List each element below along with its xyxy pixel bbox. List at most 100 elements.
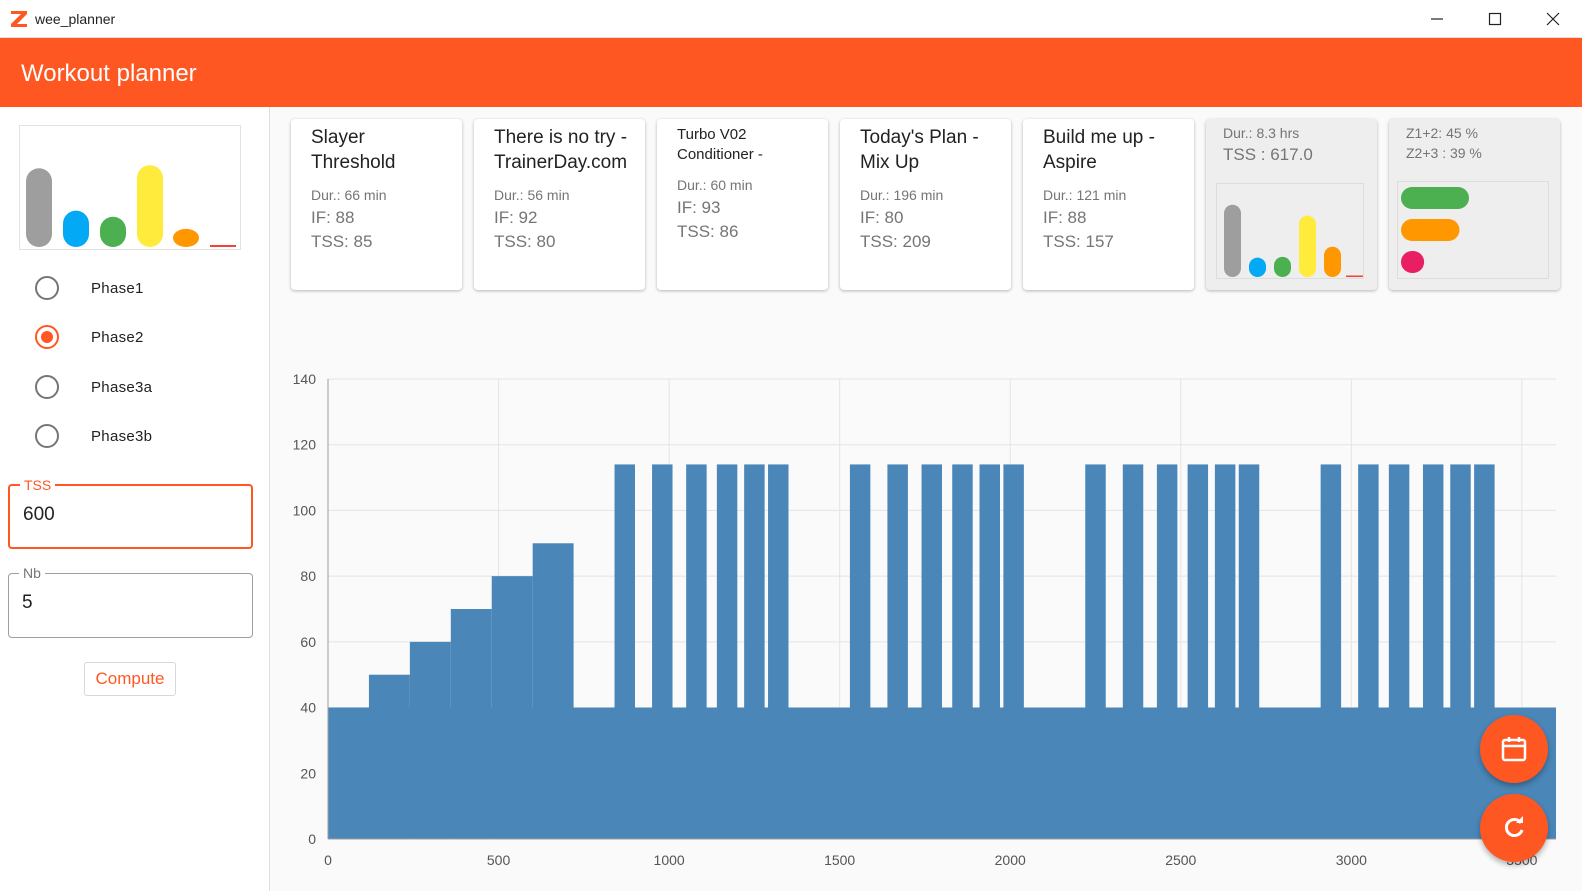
workout-duration: Dur.: 121 min — [1043, 187, 1127, 203]
zone-distribution-svg — [26, 165, 236, 247]
chart-interval-bar — [1388, 464, 1410, 839]
chart-step-bar — [532, 543, 574, 839]
main-content: Slayer Threshold Dur.: 66 min IF: 88 TSS… — [270, 107, 1582, 891]
phase-radio-phase1[interactable]: Phase1 — [33, 274, 233, 302]
chart-interval-bar — [952, 464, 973, 839]
x-tick-label: 1500 — [824, 852, 855, 868]
y-tick-label: 60 — [300, 634, 316, 650]
page-title: Workout planner — [21, 60, 197, 87]
maximize-icon — [1488, 12, 1502, 26]
tss-input[interactable] — [23, 504, 223, 526]
radio-circle[interactable] — [35, 424, 59, 448]
zone-bar — [1346, 275, 1363, 277]
chart-step-bar — [491, 576, 533, 839]
zone-bar — [63, 210, 89, 247]
summary-zone-chart — [1216, 183, 1364, 279]
chart-interval-bar — [768, 464, 789, 839]
maximize-button[interactable] — [1466, 0, 1524, 38]
workout-title: Build me up - Aspire — [1043, 127, 1155, 173]
zone-bar — [1274, 256, 1291, 277]
workout-tss: TSS: 80 — [494, 232, 556, 251]
workout-tss: TSS: 85 — [311, 232, 373, 251]
chart-interval-bar — [1156, 464, 1178, 839]
x-tick-label: 0 — [324, 852, 332, 868]
radio-circle[interactable] — [35, 375, 59, 399]
nb-field-label: Nb — [19, 565, 45, 581]
chart-interval-bar — [744, 464, 765, 839]
y-tick-label: 100 — [293, 502, 317, 518]
phase-label: Phase3b — [91, 428, 153, 445]
chart-interval-bar — [1003, 464, 1024, 839]
phase-label: Phase3a — [91, 379, 153, 396]
workout-tss: TSS: 157 — [1043, 232, 1114, 251]
chart-interval-bar — [887, 464, 908, 839]
workout-duration: Dur.: 196 min — [860, 187, 944, 203]
workout-title: Turbo V02 Conditioner - — [677, 126, 763, 163]
x-tick-label: 2000 — [995, 852, 1026, 868]
zone-bar — [1324, 246, 1341, 277]
summary-duration: Dur.: 8.3 hrs — [1223, 125, 1300, 141]
x-tick-label: 1000 — [654, 852, 685, 868]
workout-power-chart: 0 20 40 60 80 100 120 140 0 500 1000 1500 2000 2500 30… — [293, 371, 1556, 868]
nb-input[interactable] — [22, 592, 222, 614]
chart-interval-bar — [1122, 464, 1144, 839]
chart-interval-bar — [1450, 464, 1471, 839]
workout-title: There is no try - TrainerDay.com — [494, 127, 628, 173]
workout-duration: Dur.: 56 min — [494, 187, 570, 203]
workout-if: IF: 80 — [860, 208, 904, 227]
summary-tss: TSS : 617.0 — [1223, 145, 1313, 164]
app-bar: Workout planner — [0, 38, 1582, 107]
window-title: wee_planner — [35, 11, 116, 27]
chart-interval-bar — [652, 464, 673, 839]
calendar-icon — [1501, 737, 1527, 762]
tss-field-label: TSS — [20, 477, 56, 493]
workout-card[interactable]: There is no try - TrainerDay.com Dur.: 5… — [474, 119, 645, 290]
y-tick-label: 80 — [300, 568, 316, 584]
chart-interval-bar — [1187, 464, 1209, 839]
chart-interval-bar — [686, 464, 707, 839]
y-tick-label: 20 — [300, 765, 316, 781]
phase-radio-phase2[interactable]: Phase2 — [33, 323, 233, 351]
workout-card[interactable]: Build me up - Aspire Dur.: 121 min IF: 8… — [1023, 119, 1194, 290]
workout-card[interactable]: Turbo V02 Conditioner - Dur.: 60 min IF:… — [657, 119, 828, 290]
chart-interval-bar — [921, 464, 942, 839]
workout-if: IF: 88 — [1043, 208, 1087, 227]
chart-interval-bar — [1422, 464, 1444, 839]
chart-interval-bar — [1214, 464, 1236, 839]
nb-field[interactable]: Nb — [8, 565, 253, 638]
chart-interval-bar — [979, 464, 1000, 839]
workout-duration: Dur.: 66 min — [311, 187, 387, 203]
zone-bar — [26, 168, 52, 247]
refresh-icon — [1504, 816, 1524, 837]
zone-pill — [1401, 251, 1425, 273]
zone-bar — [100, 216, 126, 247]
zone-bar — [210, 245, 236, 247]
minimize-button[interactable] — [1408, 0, 1466, 38]
chart-interval-bar — [1320, 464, 1342, 839]
workout-card[interactable]: Today's Plan - Mix Up Dur.: 196 min IF: … — [840, 119, 1011, 290]
workout-title: Today's Plan - Mix Up — [860, 127, 979, 173]
workout-if: IF: 92 — [494, 208, 538, 227]
zone-bar — [173, 228, 199, 247]
radio-circle[interactable] — [35, 276, 59, 300]
zone-bar — [137, 165, 163, 247]
chart-interval-bar — [1358, 464, 1379, 839]
zone-z1z2-percent: Z1+2: 45 % — [1406, 125, 1478, 141]
app-logo-icon — [11, 11, 27, 27]
refresh-fab[interactable] — [1480, 794, 1548, 862]
radio-circle[interactable] — [35, 325, 59, 349]
phase-radio-phase3a[interactable]: Phase3a — [33, 373, 233, 401]
workout-duration: Dur.: 60 min — [677, 177, 753, 193]
workout-if: IF: 93 — [677, 198, 721, 217]
zone-pill — [1401, 219, 1460, 241]
tss-field[interactable]: TSS — [8, 477, 253, 549]
zone-z2z3-percent: Z2+3 : 39 % — [1406, 145, 1482, 161]
close-button[interactable] — [1524, 0, 1582, 38]
phase-radio-phase3b[interactable]: Phase3b — [33, 422, 233, 450]
workout-card[interactable]: Slayer Threshold Dur.: 66 min IF: 88 TSS… — [291, 119, 462, 290]
compute-button[interactable]: Compute — [84, 662, 176, 696]
workout-tss: TSS: 209 — [860, 232, 931, 251]
phase-label: Phase2 — [91, 329, 144, 346]
y-tick-label: 120 — [293, 437, 317, 453]
calendar-fab[interactable] — [1480, 715, 1548, 783]
